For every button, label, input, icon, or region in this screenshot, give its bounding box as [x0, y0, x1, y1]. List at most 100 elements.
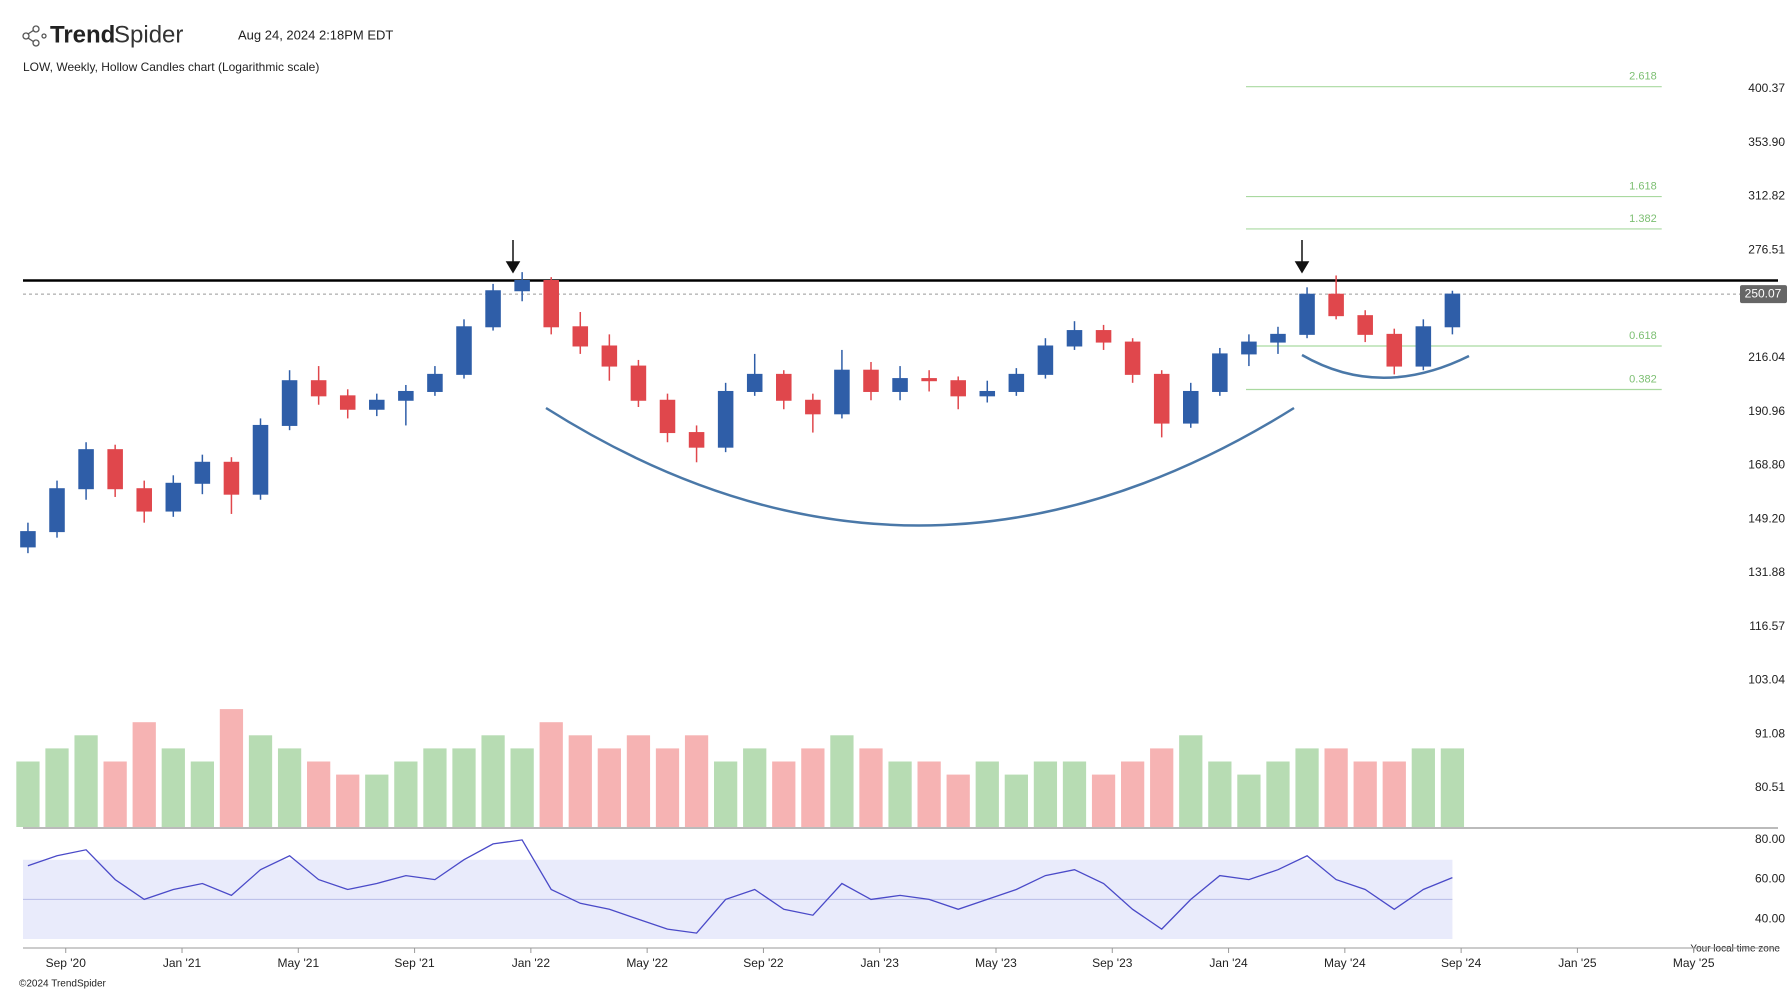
volume-bar: [1121, 761, 1145, 827]
candle-body: [805, 399, 821, 415]
volume-bar: [132, 722, 156, 827]
volume-bar: [219, 709, 244, 827]
x-tick-label: Sep '24: [1441, 956, 1482, 970]
candle-body: [49, 488, 65, 533]
y-tick-label: 400.37: [1748, 81, 1785, 95]
y-tick-label: 190.96: [1748, 404, 1785, 418]
candle-body: [1415, 326, 1432, 367]
x-tick-label: Jan '21: [163, 956, 202, 970]
volume-bar: [917, 761, 941, 827]
volume-bar: [1266, 761, 1290, 827]
volume-bar: [1179, 735, 1203, 827]
volume-bar: [830, 735, 854, 827]
candle-body: [281, 380, 298, 426]
y-tick-label: 276.51: [1748, 242, 1785, 256]
fib-label: 1.382: [1629, 213, 1657, 225]
y-tick-label: 312.82: [1748, 189, 1785, 203]
candle-body: [78, 449, 94, 490]
logo: [22, 25, 47, 47]
fib-label: 0.618: [1629, 330, 1657, 342]
x-tick-label: Sep '21: [394, 956, 435, 970]
volume-bar: [684, 735, 709, 827]
x-tick-label: Jan '25: [1558, 956, 1597, 970]
candle-body: [1444, 293, 1461, 328]
fib-label: 1.618: [1629, 180, 1657, 192]
candle-body: [659, 399, 676, 434]
volume-bar: [655, 748, 680, 827]
volume-bar: [1004, 774, 1028, 827]
timestamp: Aug 24, 2024 2:18PM EDT: [238, 27, 393, 42]
candle-body: [194, 461, 211, 484]
candle-body: [717, 390, 734, 448]
volume-bar: [597, 748, 621, 827]
volume-bar: [1295, 748, 1319, 827]
candle-body: [223, 461, 240, 495]
candle-body: [1212, 353, 1228, 392]
fib-label: 0.382: [1629, 373, 1657, 385]
volume-bar: [103, 761, 127, 827]
volume-bar: [1150, 748, 1174, 827]
candle-body: [688, 432, 705, 448]
candle-body: [1183, 390, 1199, 424]
volume-bar: [45, 748, 69, 827]
candle-body: [1270, 333, 1286, 343]
candle-body: [1299, 293, 1315, 335]
candle-body: [1095, 330, 1112, 343]
volume-bar: [568, 735, 592, 827]
volume-bar: [1382, 761, 1406, 827]
candle-body: [601, 345, 618, 367]
volume-bar: [16, 761, 40, 827]
y-tick-label: 168.80: [1748, 458, 1785, 472]
x-tick-label: May '21: [277, 956, 319, 970]
candle-body: [921, 378, 937, 382]
rsi-tick-label: 40.00: [1755, 911, 1785, 925]
volume-bar: [1091, 774, 1116, 827]
candle-body: [979, 390, 996, 397]
candle-body: [1066, 330, 1083, 347]
timezone-note: Your local time zone: [1690, 944, 1780, 955]
volume-bar: [1411, 748, 1435, 827]
volume-bar: [481, 735, 505, 827]
x-tick-label: May '24: [1324, 956, 1366, 970]
last-price-box: [1740, 285, 1787, 304]
volume-bar: [714, 761, 738, 827]
candle-body: [369, 399, 385, 410]
y-tick-label: 80.51: [1755, 780, 1785, 794]
volume-bar: [423, 748, 447, 827]
y-tick-label: 91.08: [1755, 726, 1785, 740]
candle-body: [572, 326, 589, 347]
candle-body: [514, 279, 530, 292]
volume-bar: [743, 748, 767, 827]
handle-curve: [1301, 353, 1470, 379]
y-tick-label: 149.20: [1748, 511, 1785, 525]
volume-bar: [277, 748, 302, 827]
volume-bar: [888, 761, 912, 827]
volume-bar: [394, 761, 418, 827]
candle-body: [1386, 333, 1403, 367]
volume-bar: [161, 748, 185, 827]
rsi-tick-label: 60.00: [1755, 872, 1785, 886]
candle-body: [427, 373, 443, 392]
volume-bar: [801, 748, 825, 827]
volume-bar: [1062, 761, 1087, 827]
volume-bar: [1324, 748, 1348, 827]
volume-bar: [975, 761, 999, 827]
candle-body: [746, 373, 763, 392]
candle-body: [834, 369, 850, 415]
candle-body: [776, 373, 792, 401]
volume-bar: [859, 748, 883, 827]
candle-body: [165, 482, 182, 512]
y-tick-label: 103.04: [1748, 673, 1785, 687]
candle-body: [310, 380, 327, 397]
volume-bar: [626, 735, 651, 827]
volume-bar: [307, 761, 331, 827]
y-tick-label: 353.90: [1748, 135, 1785, 149]
candle-body: [20, 531, 36, 548]
candle-body: [1241, 341, 1257, 355]
candle-body: [136, 488, 152, 512]
cup-curve: [545, 406, 1295, 527]
candle-body: [339, 395, 356, 410]
rsi-tick-label: 80.00: [1755, 832, 1785, 846]
